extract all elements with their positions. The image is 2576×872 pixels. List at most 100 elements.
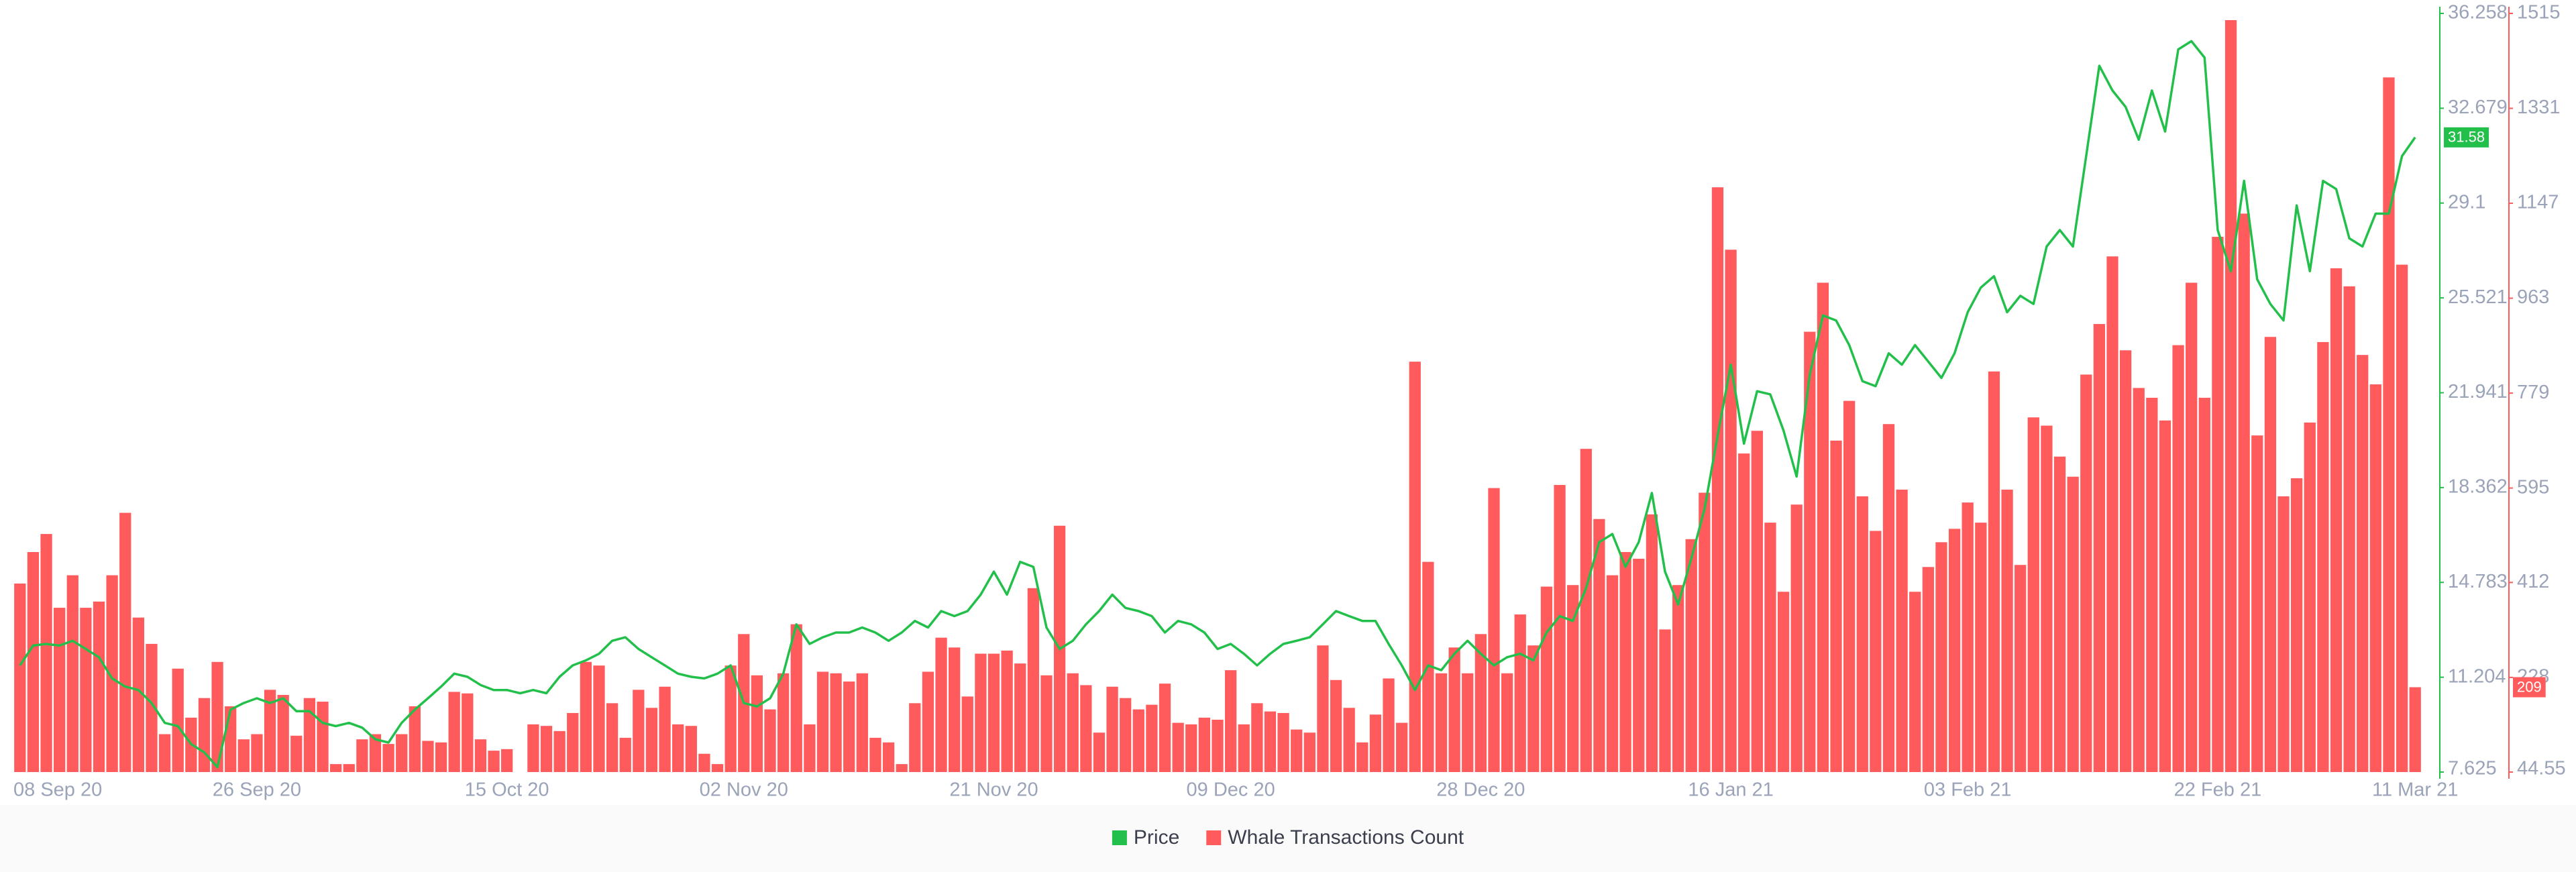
bar [1633, 558, 1645, 772]
bar [869, 737, 881, 772]
bar [1870, 531, 1882, 772]
bar [1922, 567, 1934, 772]
bar [474, 739, 487, 772]
bar [1014, 663, 1026, 772]
bar [843, 682, 855, 772]
bar [93, 601, 105, 772]
bar [422, 741, 434, 772]
bar [1383, 678, 1395, 772]
bar [711, 764, 724, 772]
bar [527, 724, 539, 772]
bar [277, 695, 289, 772]
bar [1725, 250, 1737, 773]
bar [2067, 476, 2079, 772]
bar [1251, 703, 1263, 772]
bar [2198, 398, 2210, 772]
bar [435, 742, 447, 772]
bar [1593, 519, 1605, 772]
bar [606, 703, 619, 772]
footer-background [0, 805, 2576, 872]
bar [1540, 586, 1553, 772]
legend-swatch [1206, 830, 1222, 845]
bar-layer [14, 19, 2421, 773]
bar [1896, 489, 1908, 772]
bar [54, 608, 66, 772]
bar [2212, 237, 2224, 772]
bar [1106, 686, 1118, 772]
bar [1185, 724, 1197, 772]
bar [1685, 539, 1697, 772]
bar [290, 735, 303, 772]
bar [119, 512, 131, 772]
y2-tick-label: 1515 [2517, 2, 2561, 23]
price-line [19, 40, 2416, 769]
bar [1935, 542, 1947, 772]
bar [1856, 496, 1868, 772]
bar [553, 730, 566, 772]
bar [1040, 675, 1053, 772]
y-tick-label: 11.204 [2448, 665, 2506, 687]
legend: Price Whale Transactions Count [1112, 826, 1464, 849]
bar [1699, 492, 1711, 772]
bar [922, 671, 934, 772]
bar [2027, 417, 2039, 772]
bar [488, 751, 500, 772]
bar [211, 661, 223, 772]
bar [198, 698, 211, 772]
bar [1817, 282, 1829, 772]
bar [1172, 722, 1184, 772]
bar [935, 637, 947, 772]
bar [1120, 698, 1132, 772]
bar [1567, 585, 1579, 772]
bar [1659, 629, 1671, 772]
bar [2041, 425, 2053, 772]
bar [1224, 670, 1237, 772]
bar [619, 737, 631, 772]
bar [909, 703, 921, 772]
bar [369, 734, 382, 772]
bar [1830, 440, 1842, 772]
bar [1356, 742, 1368, 772]
bar [382, 744, 394, 772]
bar [1303, 732, 1316, 772]
bar [2369, 384, 2381, 772]
bar [251, 734, 263, 772]
bar [896, 764, 908, 772]
bar [1132, 709, 1144, 772]
bar [1067, 673, 1079, 772]
bar [1738, 453, 1750, 772]
bar [1317, 645, 1329, 772]
bar [132, 617, 144, 772]
bar [1501, 673, 1513, 772]
x-tick-label: 16 Jan 21 [1688, 779, 1773, 801]
bar [2409, 687, 2421, 772]
bar [2133, 388, 2145, 772]
bar [961, 696, 973, 772]
bar [987, 653, 1000, 772]
bar [593, 665, 605, 772]
bar [1527, 645, 1540, 772]
bar [1764, 523, 1776, 772]
bar [2186, 282, 2198, 772]
bar [580, 661, 592, 772]
bar [1093, 732, 1106, 772]
bar [1554, 485, 1566, 772]
bar [1027, 588, 1039, 772]
bar [1369, 714, 1382, 772]
bar [356, 739, 368, 772]
bar [501, 749, 513, 772]
y2-tick-label: 1331 [2517, 97, 2561, 118]
bar [1488, 488, 1500, 772]
x-tick-label: 26 Sep 20 [213, 779, 301, 801]
bar [856, 673, 868, 772]
x-tick-label: 21 Nov 20 [949, 779, 1038, 801]
bar [158, 734, 171, 772]
bar [409, 706, 421, 772]
bar [1843, 400, 1856, 772]
bar [1474, 634, 1487, 772]
bar [1396, 722, 1408, 772]
legend-label: Whale Transactions Count [1228, 826, 1464, 849]
bar [2291, 478, 2303, 772]
bar [882, 742, 895, 772]
x-tick-label: 22 Feb 21 [2174, 779, 2262, 801]
